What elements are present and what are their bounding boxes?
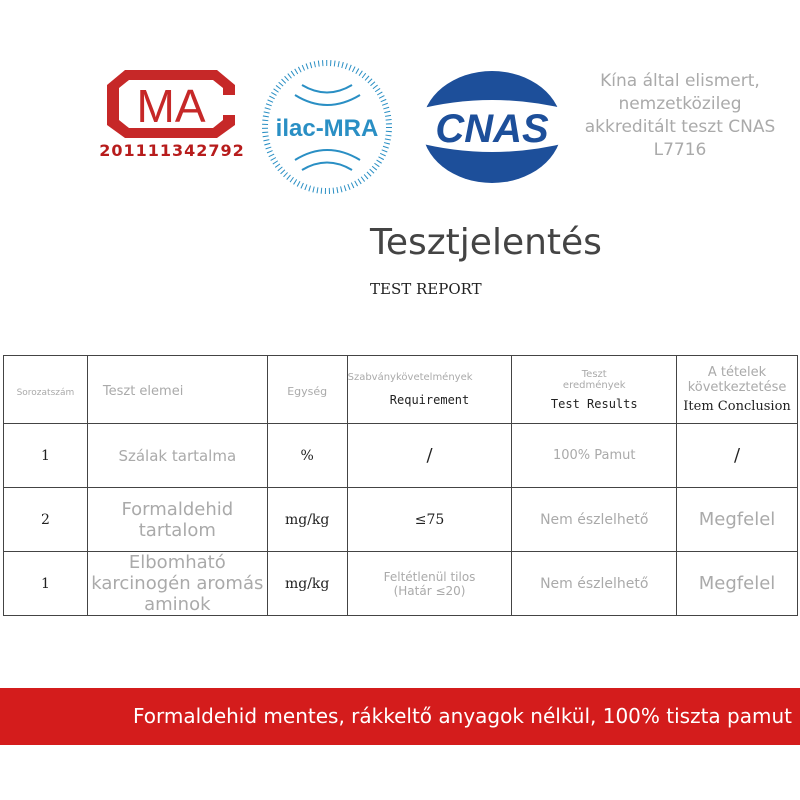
cell-requirement: /: [346, 423, 513, 488]
header-requirement: Szabványkövetelmények Requirement: [346, 355, 513, 424]
header-unit: Egység: [266, 355, 348, 424]
cell-unit: mg/kg: [266, 551, 348, 616]
cnas-logo: CNAS: [415, 71, 570, 183]
table-row: 1 Elbomható karcinogén aromás aminok mg/…: [3, 551, 798, 616]
cell-requirement: Feltétlenül tilos (Határ ≤20): [346, 551, 513, 616]
svg-text:CNAS: CNAS: [435, 107, 549, 151]
report-subtitle: TEST REPORT: [370, 280, 482, 298]
cma-number: 201111342792: [99, 141, 245, 160]
header-results: Teszt eredmények Test Results: [511, 355, 678, 424]
cell-item: Szálak tartalma: [86, 423, 268, 488]
ilac-mra-logo: ilac-MRA: [262, 60, 392, 194]
cell-item: Formaldehid tartalom: [86, 487, 268, 552]
cell-no: 1: [3, 423, 88, 488]
report-title: Tesztjelentés: [370, 222, 602, 263]
cell-conclusion: /: [676, 423, 798, 488]
cell-conclusion: Megfelel: [676, 487, 798, 552]
cell-unit: %: [266, 423, 348, 488]
cell-conclusion: Megfelel: [676, 551, 798, 616]
table-header-row: Sorozatszám Teszt elemei Egység Szabvány…: [3, 355, 798, 424]
cell-result: Nem észlelhető: [511, 551, 678, 616]
cma-logo: MA: [107, 70, 235, 138]
svg-text:ilac-MRA: ilac-MRA: [276, 115, 379, 142]
cell-no: 2: [3, 487, 88, 552]
accreditation-text: Kína által elismert, nemzetközileg akkre…: [584, 71, 776, 160]
svg-text:MA: MA: [137, 80, 206, 132]
cell-result: 100% Pamut: [511, 423, 678, 488]
table-row: 2 Formaldehid tartalom mg/kg ≤75 Nem ész…: [3, 487, 798, 552]
cell-result: Nem észlelhető: [511, 487, 678, 552]
header-item: Teszt elemei: [86, 355, 268, 424]
header-serial: Sorozatszám: [3, 355, 88, 424]
table-row: 1 Szálak tartalma % / 100% Pamut /: [3, 423, 798, 488]
promo-banner: Formaldehid mentes, rákkeltő anyagok nél…: [0, 688, 800, 745]
cell-unit: mg/kg: [266, 487, 348, 552]
test-results-table: Sorozatszám Teszt elemei Egység Szabvány…: [3, 355, 798, 616]
cell-requirement: ≤75: [346, 487, 513, 552]
header-conclusion: A tételek következtetése Item Conclusion: [676, 355, 798, 424]
cell-no: 1: [3, 551, 88, 616]
cell-item: Elbomható karcinogén aromás aminok: [86, 551, 268, 616]
